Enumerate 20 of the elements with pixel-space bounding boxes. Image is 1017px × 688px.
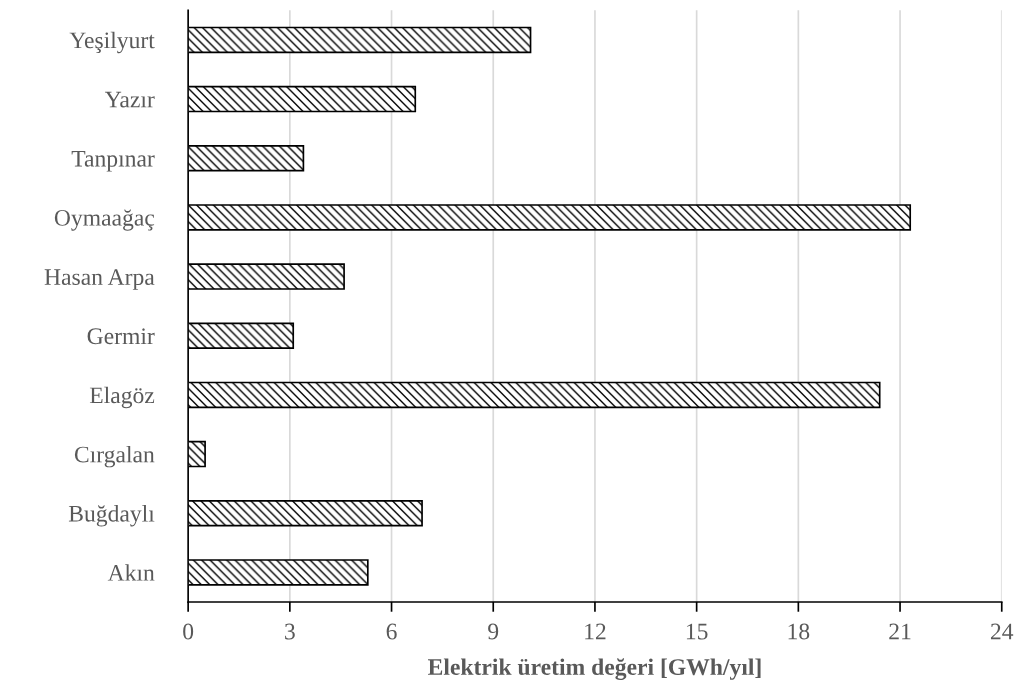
y-tick-label: Cırgalan: [74, 445, 155, 468]
x-tick-label: 9: [488, 623, 499, 640]
x-tick-label: 3: [285, 623, 295, 640]
x-tick-label: 0: [183, 623, 194, 640]
x-tick-label: 12: [585, 623, 606, 640]
x-tick-label: 15: [686, 623, 708, 640]
x-tick-label: 24: [990, 623, 1014, 640]
y-tick-label: Hasan Arpa: [44, 269, 155, 290]
x-tick-label: 6: [386, 623, 397, 640]
y-tick-label: Yazır: [105, 91, 155, 108]
x-tick-label: 18: [788, 623, 810, 640]
x-tick-label: 21: [889, 623, 911, 640]
y-tick-label: Tanpınar: [71, 150, 155, 172]
y-tick-label: Elagöz: [89, 386, 155, 409]
x-axis-title: Elektrik üretim değeri [GWh/yıl]: [428, 658, 761, 680]
y-tick-label: Buğdaylı: [68, 505, 155, 527]
y-tick-label: Oymaağaç: [54, 209, 155, 231]
y-tick-label: Yeşilyurt: [69, 31, 155, 54]
y-tick-label: Germir: [87, 328, 155, 345]
y-tick-label: Akın: [107, 564, 155, 581]
